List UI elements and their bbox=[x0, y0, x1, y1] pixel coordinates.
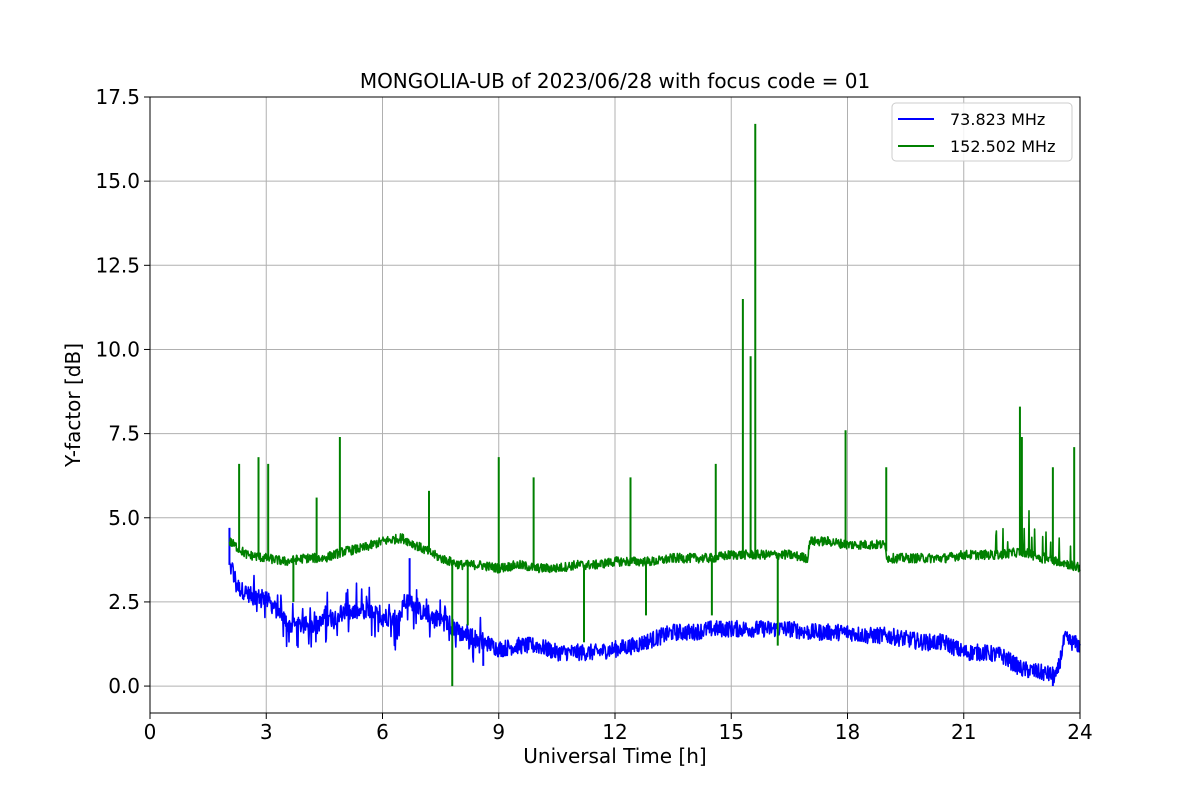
y-tick-label: 7.5 bbox=[108, 422, 140, 446]
legend-box bbox=[891, 102, 1073, 162]
x-tick-label: 12 bbox=[602, 720, 627, 744]
chart-title: MONGOLIA-UB of 2023/06/28 with focus cod… bbox=[360, 69, 870, 93]
series-73-mhz-line bbox=[228, 562, 1081, 684]
legend: 73.823 MHz 152.502 MHz bbox=[891, 102, 1073, 162]
legend-label-152-mhz: 152.502 MHz bbox=[950, 137, 1055, 156]
y-axis-label: Y-factor [dB] bbox=[61, 343, 85, 468]
y-tick-label: 2.5 bbox=[108, 590, 140, 614]
y-tick-label: 15.0 bbox=[95, 169, 140, 193]
y-tick-label: 17.5 bbox=[95, 85, 140, 109]
y-tick-label: 0.0 bbox=[108, 674, 140, 698]
y-tick-label: 10.0 bbox=[95, 337, 140, 361]
x-tick-label: 24 bbox=[1067, 720, 1092, 744]
x-axis-ticks: 0 3 6 9 12 15 18 21 24 bbox=[144, 713, 1093, 744]
y-tick-label: 12.5 bbox=[95, 253, 140, 277]
x-tick-label: 6 bbox=[376, 720, 389, 744]
x-tick-label: 9 bbox=[492, 720, 505, 744]
x-tick-label: 18 bbox=[835, 720, 860, 744]
series-layer bbox=[228, 123, 1081, 687]
y-axis-ticks: 0.0 2.5 5.0 7.5 10.0 12.5 15.0 17.5 bbox=[95, 85, 150, 698]
x-tick-label: 3 bbox=[260, 720, 273, 744]
x-tick-label: 0 bbox=[144, 720, 157, 744]
y-tick-label: 5.0 bbox=[108, 506, 140, 530]
series-152-mhz-line bbox=[228, 506, 1081, 574]
legend-label-73-mhz: 73.823 MHz bbox=[950, 110, 1045, 129]
x-tick-label: 15 bbox=[719, 720, 744, 744]
x-tick-label: 21 bbox=[951, 720, 976, 744]
x-axis-label: Universal Time [h] bbox=[523, 744, 706, 768]
